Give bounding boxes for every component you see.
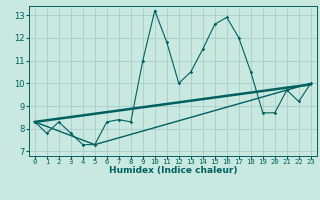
X-axis label: Humidex (Indice chaleur): Humidex (Indice chaleur) [108, 166, 237, 175]
